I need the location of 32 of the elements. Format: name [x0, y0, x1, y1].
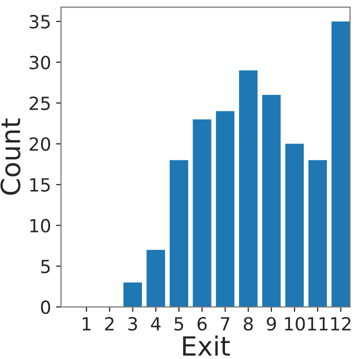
y-tick-label: 25: [30, 96, 50, 110]
x-axis-title: Exit: [183, 336, 230, 356]
x-tick-label: 8: [244, 316, 253, 331]
y-tick-label: 35: [30, 14, 50, 29]
bar: [146, 250, 166, 307]
y-tick-label: 15: [30, 178, 50, 192]
x-tick-label: 5: [174, 317, 184, 331]
y-tick-label: 5: [41, 260, 50, 274]
bar: [123, 282, 142, 307]
x-tick-label: 2: [105, 316, 114, 330]
x-tick-label: 12: [331, 316, 350, 330]
x-tick-label: 11: [308, 317, 328, 330]
bar: [239, 70, 258, 307]
bar: [216, 111, 234, 307]
bar: [285, 144, 304, 307]
y-tick-label: 10: [30, 218, 50, 232]
bar: [332, 21, 350, 307]
x-tick-label: 6: [198, 316, 207, 331]
y-tick-label: 30: [30, 56, 50, 70]
x-tick-label: 4: [150, 317, 161, 330]
bar: [192, 119, 212, 307]
y-axis-title: Count: [0, 118, 20, 195]
bar: [262, 94, 281, 307]
y-tick-label: 0: [41, 300, 50, 314]
x-tick-label: 3: [128, 316, 137, 331]
y-tick-label: 20: [30, 137, 50, 151]
x-tick-label: 9: [266, 316, 276, 331]
x-tick-label: 10: [285, 316, 305, 331]
bar: [170, 160, 188, 307]
bar: [308, 160, 327, 307]
x-tick-label: 1: [82, 317, 91, 330]
x-tick-label: 7: [220, 317, 230, 330]
